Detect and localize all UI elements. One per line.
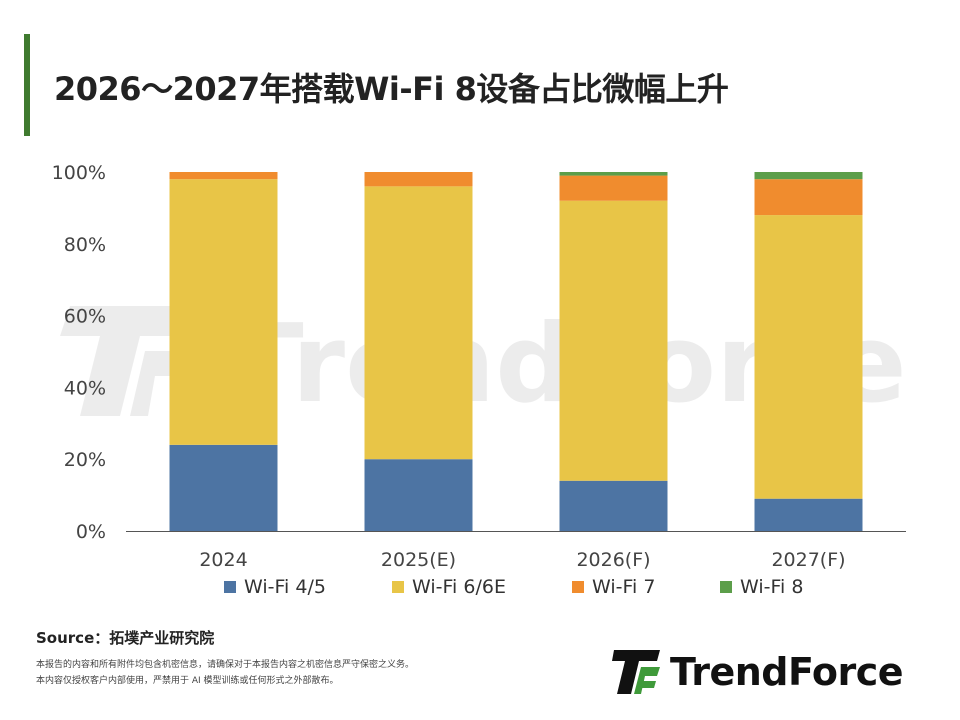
bar-segment: [364, 459, 473, 531]
bar-segment: [754, 179, 863, 216]
trendforce-logo-icon: [612, 650, 660, 694]
legend-item: Wi-Fi 4/5: [224, 574, 326, 600]
y-tick-label: 60%: [64, 306, 106, 328]
legend-swatch: [224, 581, 236, 593]
legend-swatch: [572, 581, 584, 593]
bar-segment: [169, 444, 278, 531]
legend-swatch: [392, 581, 404, 593]
title-accent-bar: [24, 34, 30, 136]
chart-legend: Wi-Fi 4/5 Wi-Fi 6/6E Wi-Fi 7 Wi-Fi 8: [0, 574, 960, 600]
y-tick-label: 20%: [64, 449, 106, 471]
chart-title: 2026～2027年搭载Wi-Fi 8设备占比微幅上升: [54, 70, 729, 108]
bar-segment: [559, 175, 668, 201]
logo-text: TrendForce: [670, 650, 904, 694]
legend-item: Wi-Fi 8: [720, 574, 803, 600]
x-tick-label: 2024: [199, 549, 247, 571]
bar-segment: [754, 172, 863, 180]
bar-segment: [754, 215, 863, 499]
legend-label: Wi-Fi 8: [740, 576, 804, 598]
x-tick-label: 2027(F): [771, 549, 845, 571]
legend-item: Wi-Fi 6/6E: [392, 574, 506, 600]
bar-segment: [559, 480, 668, 531]
stacked-bar-chart: 0% 20% 40% 60% 80% 100% 2024 2025(E) 2026(F) 2027…: [52, 162, 906, 571]
legend-label: Wi-Fi 4/5: [244, 576, 326, 598]
bar-segment: [169, 172, 278, 180]
bar-segment: [364, 186, 473, 460]
y-tick-label: 80%: [64, 234, 106, 256]
bar-segment: [169, 179, 278, 445]
x-tick-label: 2025(E): [381, 549, 456, 571]
legend-label: Wi-Fi 7: [592, 576, 656, 598]
disclaimer-line-2: 本内容仅授权客户内部使用，严禁用于 AI 模型训练或任何形式之外部散布。: [36, 676, 339, 686]
trendforce-logo: TrendForce: [612, 648, 932, 696]
y-tick-label: 40%: [64, 377, 106, 399]
bar-segment: [559, 200, 668, 481]
bar-segment: [754, 498, 863, 531]
y-tick-label: 0%: [76, 521, 106, 543]
disclaimer-line-1: 本报告的内容和所有附件均包含机密信息，请确保对于本报告内容之机密信息严守保密之义…: [36, 660, 415, 670]
bar-segment: [559, 172, 668, 176]
source-note: Source：拓墣产业研究院: [36, 629, 215, 647]
y-tick-label: 100%: [52, 162, 106, 184]
x-tick-label: 2026(F): [576, 549, 650, 571]
legend-item: Wi-Fi 7: [572, 574, 655, 600]
bar-segment: [364, 172, 473, 187]
legend-label: Wi-Fi 6/6E: [412, 576, 506, 598]
legend-swatch: [720, 581, 732, 593]
